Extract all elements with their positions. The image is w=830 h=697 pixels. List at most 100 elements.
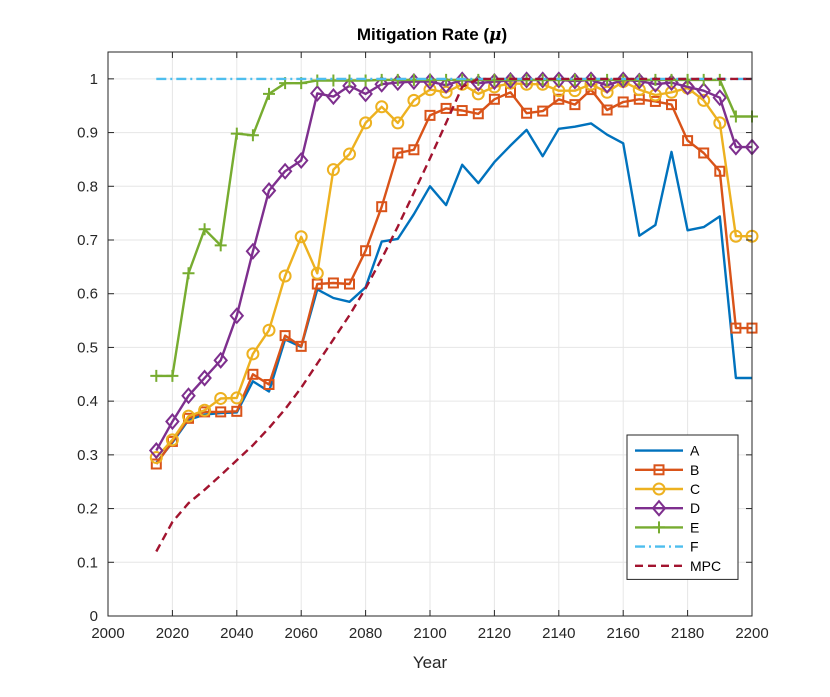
data-point-c bbox=[407, 93, 421, 107]
y-tick-label: 0 bbox=[90, 608, 98, 625]
x-axis-label: Year bbox=[413, 653, 448, 672]
series-line-a bbox=[155, 122, 752, 464]
data-point-b bbox=[553, 93, 565, 105]
legend-item-f: F bbox=[635, 539, 699, 555]
data-point-b bbox=[392, 147, 404, 159]
data-point-c bbox=[697, 93, 711, 107]
data-point-c bbox=[214, 391, 228, 405]
legend-label-mpc: MPC bbox=[690, 558, 721, 574]
data-point-b bbox=[327, 277, 339, 289]
data-point-e bbox=[230, 127, 243, 140]
data-point-d bbox=[615, 71, 631, 89]
chart-title-text-end: ) bbox=[502, 25, 508, 44]
data-point-e bbox=[166, 369, 179, 382]
x-tick-label: 2140 bbox=[542, 625, 575, 642]
legend-item-a: A bbox=[635, 443, 700, 459]
data-point-c bbox=[278, 269, 292, 283]
data-point-c bbox=[471, 87, 485, 101]
x-tick-label: 2060 bbox=[285, 625, 318, 642]
data-point-e bbox=[246, 129, 259, 142]
data-point-b bbox=[472, 108, 484, 120]
legend-label-b: B bbox=[690, 462, 699, 478]
series-mpc bbox=[155, 77, 752, 553]
data-point-c bbox=[713, 116, 727, 130]
data-point-c bbox=[182, 409, 195, 423]
y-tick-label: 0.5 bbox=[77, 339, 98, 356]
data-point-c bbox=[198, 403, 212, 417]
y-tick-label: 0.3 bbox=[77, 447, 98, 464]
legend-marker-b bbox=[653, 464, 665, 476]
data-point-d bbox=[648, 75, 663, 93]
data-point-d bbox=[680, 78, 695, 96]
data-point-b bbox=[649, 95, 661, 107]
data-point-e bbox=[729, 110, 742, 123]
data-point-d bbox=[213, 351, 229, 369]
x-tick-label: 2000 bbox=[91, 625, 124, 642]
legend-item-d: D bbox=[635, 499, 700, 517]
data-point-d bbox=[229, 307, 245, 325]
data-point-d bbox=[696, 82, 712, 100]
data-point-b bbox=[263, 378, 275, 390]
y-tick-label: 0.7 bbox=[77, 232, 98, 249]
data-point-c bbox=[326, 163, 340, 177]
data-point-b bbox=[456, 105, 468, 117]
y-tick-label: 1 bbox=[90, 71, 98, 88]
y-tick-label: 0.6 bbox=[77, 286, 98, 303]
data-point-c bbox=[262, 323, 276, 337]
legend-marker-e bbox=[653, 521, 665, 534]
legend-marker-d bbox=[651, 499, 667, 517]
data-point-b bbox=[279, 330, 291, 342]
data-point-c bbox=[246, 347, 260, 361]
x-tick-label: 2160 bbox=[607, 625, 640, 642]
legend-label-d: D bbox=[690, 500, 700, 516]
series-line-b bbox=[155, 88, 752, 465]
data-point-d bbox=[309, 84, 325, 102]
y-tick-label: 0.1 bbox=[77, 554, 98, 571]
data-point-c bbox=[648, 88, 662, 102]
data-point-e bbox=[198, 223, 211, 236]
data-point-b bbox=[537, 105, 549, 117]
data-point-d bbox=[712, 89, 728, 107]
data-point-d bbox=[148, 442, 164, 460]
data-point-d bbox=[277, 162, 293, 180]
series-a bbox=[155, 122, 752, 464]
x-tick-label: 2120 bbox=[478, 625, 511, 642]
data-point-d bbox=[342, 77, 357, 95]
chart-title-symbol: μ bbox=[489, 25, 501, 45]
legend-label-f: F bbox=[690, 539, 699, 555]
data-point-e bbox=[182, 267, 195, 280]
y-tick-label: 0.4 bbox=[77, 393, 98, 410]
data-point-c bbox=[165, 433, 179, 447]
data-point-d bbox=[197, 369, 212, 387]
data-point-c bbox=[149, 451, 163, 465]
legend-label-c: C bbox=[690, 481, 700, 497]
data-point-c bbox=[230, 391, 244, 405]
data-point-e bbox=[150, 369, 163, 382]
series-layer bbox=[148, 71, 760, 553]
data-point-c bbox=[665, 85, 678, 99]
data-point-d bbox=[165, 413, 180, 431]
data-point-d bbox=[245, 242, 261, 260]
tick-layer: 2000 2020 2040 2060 2080 2100 2120 2140 2160 2180… bbox=[77, 52, 769, 642]
legend-label-a: A bbox=[690, 443, 700, 459]
data-point-b bbox=[601, 104, 613, 116]
x-tick-label: 2080 bbox=[349, 625, 382, 642]
y-tick-label: 0.2 bbox=[77, 501, 98, 518]
data-point-b bbox=[682, 135, 694, 147]
legend-item-c: C bbox=[635, 481, 700, 497]
data-point-b bbox=[730, 322, 742, 334]
x-tick-label: 2180 bbox=[671, 625, 704, 642]
data-point-c bbox=[391, 116, 405, 130]
data-point-b bbox=[666, 99, 677, 111]
y-tick-label: 0.9 bbox=[77, 125, 98, 142]
data-point-e bbox=[214, 239, 227, 252]
legend-item-mpc: MPC bbox=[635, 558, 721, 574]
data-point-b bbox=[617, 96, 629, 108]
x-tick-label: 2200 bbox=[735, 625, 768, 642]
data-point-c bbox=[359, 116, 373, 130]
data-point-c bbox=[310, 266, 324, 280]
data-point-b bbox=[408, 144, 420, 156]
